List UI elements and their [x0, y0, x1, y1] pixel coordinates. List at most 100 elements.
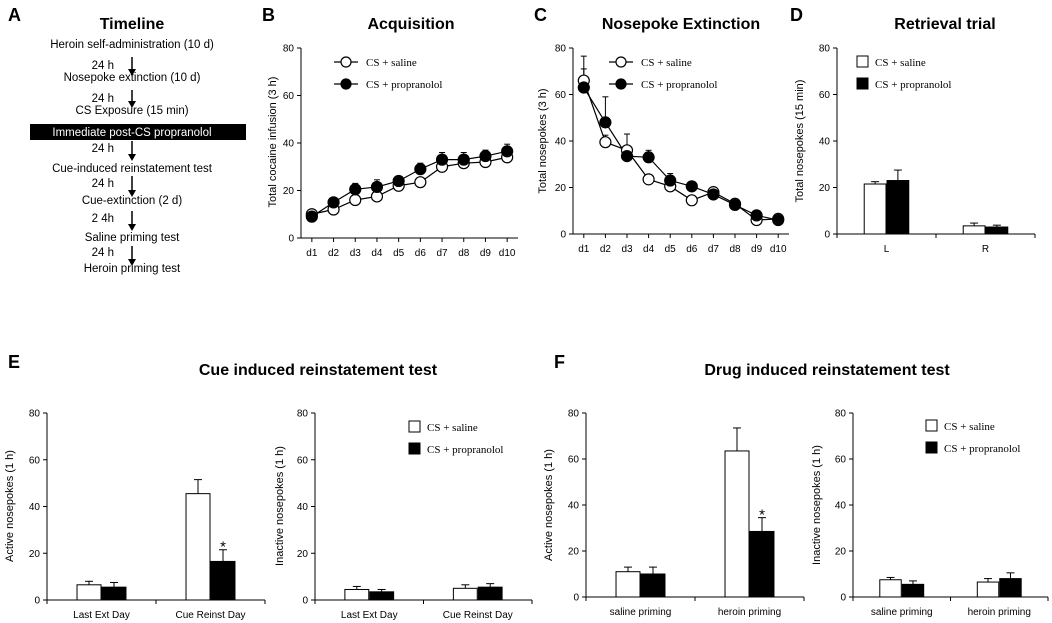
x-tick-label: heroin priming [718, 607, 781, 618]
bar-saline [724, 450, 750, 598]
x-tick-label: d6 [686, 244, 698, 255]
data-point-saline [414, 176, 427, 189]
chart-e-right: 0 20 40 60 80 Last Ext Day Cue Reinst Day Inact… [274, 409, 533, 621]
timeline-highlight-bar [30, 124, 246, 140]
x-tick-label: d4 [371, 248, 383, 259]
series-line-propranolol [311, 150, 508, 218]
bar-saline [76, 584, 102, 601]
legend-swatch [408, 442, 421, 455]
x-tick-label: d5 [665, 244, 677, 255]
legend-marker [340, 56, 352, 68]
bar-propranolol [101, 586, 127, 601]
x-tick-label: d7 [708, 244, 720, 255]
y-tick-label: 40 [555, 137, 567, 148]
timeline-step-highlight: Immediate post-CS propranolol [52, 127, 211, 139]
y-tick-label: 20 [297, 549, 309, 560]
y-axis-label: Total nosepokes (3 h) [537, 88, 549, 193]
x-tick-label: d7 [436, 248, 448, 259]
y-tick-label: 20 [819, 183, 831, 194]
data-point-propranolol [327, 196, 340, 209]
x-tick-label: d2 [600, 244, 612, 255]
data-point-propranolol [577, 81, 590, 94]
data-point-propranolol [728, 198, 742, 212]
timeline-step: Cue-induced reinstatement test [52, 163, 213, 175]
chart-title: Retrieval trial [894, 16, 995, 33]
panel-letter-a: A [8, 5, 21, 25]
panel-letter-c: C [534, 5, 547, 25]
significance-marker: * [220, 539, 226, 556]
charts-layer: Acquisition 0 20 40 60 80 d1 d2 d3 d4 d5 d6 d7 d8 d9 d1… [4, 16, 1049, 621]
down-arrow-icon [128, 154, 136, 161]
y-tick-label: 60 [29, 455, 41, 466]
x-tick-label: Cue Reinst Day [443, 610, 513, 621]
significance-marker: * [759, 507, 765, 524]
y-tick-label: 20 [283, 186, 295, 197]
legend-label: CS + saline [366, 57, 417, 69]
panel-letter-f: F [554, 352, 565, 372]
y-tick-label: 80 [297, 409, 309, 420]
x-tick-label: Last Ext Day [341, 610, 398, 621]
timeline-interval: 24 h [92, 60, 114, 72]
y-tick-label: 0 [840, 593, 846, 604]
y-tick-label: 0 [560, 230, 566, 241]
bar-propranolol [640, 573, 666, 598]
data-point-propranolol [349, 183, 362, 196]
data-point-propranolol [664, 174, 677, 187]
down-arrow-icon [128, 69, 136, 76]
data-point-propranolol [501, 145, 514, 158]
legend-marker [615, 56, 627, 68]
bar-saline [962, 225, 986, 235]
bar-propranolol [886, 180, 910, 235]
legend-swatch [408, 420, 421, 433]
chart-f-left: 0 20 40 60 80 saline priming heroin priming Act… [543, 409, 805, 618]
data-point-saline [685, 194, 698, 207]
timeline-interval: 24 h [92, 247, 114, 259]
data-point-propranolol [772, 213, 785, 227]
data-point-propranolol [642, 151, 655, 164]
x-tick-label: d8 [458, 248, 470, 259]
chart-e-left: 0 20 40 60 80 Last Ext Day Cue Reinst Day Activ… [4, 409, 266, 621]
timeline-step: Saline priming test [85, 232, 180, 244]
y-tick-label: 20 [555, 183, 567, 194]
data-point-propranolol [479, 149, 492, 163]
y-axis-label: Inactive nosepokes (1 h) [811, 445, 823, 565]
y-axis-label: Total nosepokes (15 min) [794, 80, 806, 203]
legend-swatch [856, 55, 869, 68]
y-tick-label: 0 [824, 230, 830, 241]
x-tick-label: R [982, 244, 989, 255]
legend-swatch [925, 441, 938, 454]
timeline-step: Heroin self-administration (10 d) [50, 39, 214, 51]
y-tick-label: 60 [819, 90, 831, 101]
y-tick-label: 0 [288, 234, 294, 245]
y-axis-label: Total cocaine infusion (3 h) [267, 77, 279, 208]
legend-label: CS + propranolol [427, 444, 503, 456]
x-tick-label: Last Ext Day [73, 610, 130, 621]
bar-saline [185, 493, 211, 601]
y-tick-label: 0 [34, 596, 40, 607]
data-point-propranolol [392, 174, 405, 188]
chart-title: Nosepoke Extinction [602, 16, 760, 33]
bar-propranolol [985, 226, 1009, 235]
data-point-propranolol [620, 150, 634, 163]
down-arrow-icon [128, 101, 136, 108]
data-point-propranolol [750, 209, 763, 222]
down-arrow-icon [128, 190, 136, 197]
x-tick-label: saline priming [871, 607, 933, 618]
data-point-saline [349, 193, 362, 207]
y-tick-label: 80 [283, 44, 295, 55]
timeline-step: CS Exposure (15 min) [75, 105, 188, 117]
y-tick-label: 80 [555, 44, 567, 55]
y-tick-label: 40 [568, 501, 580, 512]
y-tick-label: 60 [568, 455, 580, 466]
bar-saline [863, 183, 887, 235]
data-point-propranolol [370, 180, 384, 194]
y-axis-label: Inactive nosepokes (1 h) [274, 446, 286, 566]
panel-letter-b: B [262, 5, 275, 25]
bar-saline [344, 588, 370, 601]
y-tick-label: 60 [297, 455, 309, 466]
data-point-propranolol [457, 153, 470, 166]
x-tick-label: d2 [328, 248, 340, 259]
x-tick-label: d8 [729, 244, 741, 255]
x-tick-label: d1 [578, 244, 590, 255]
